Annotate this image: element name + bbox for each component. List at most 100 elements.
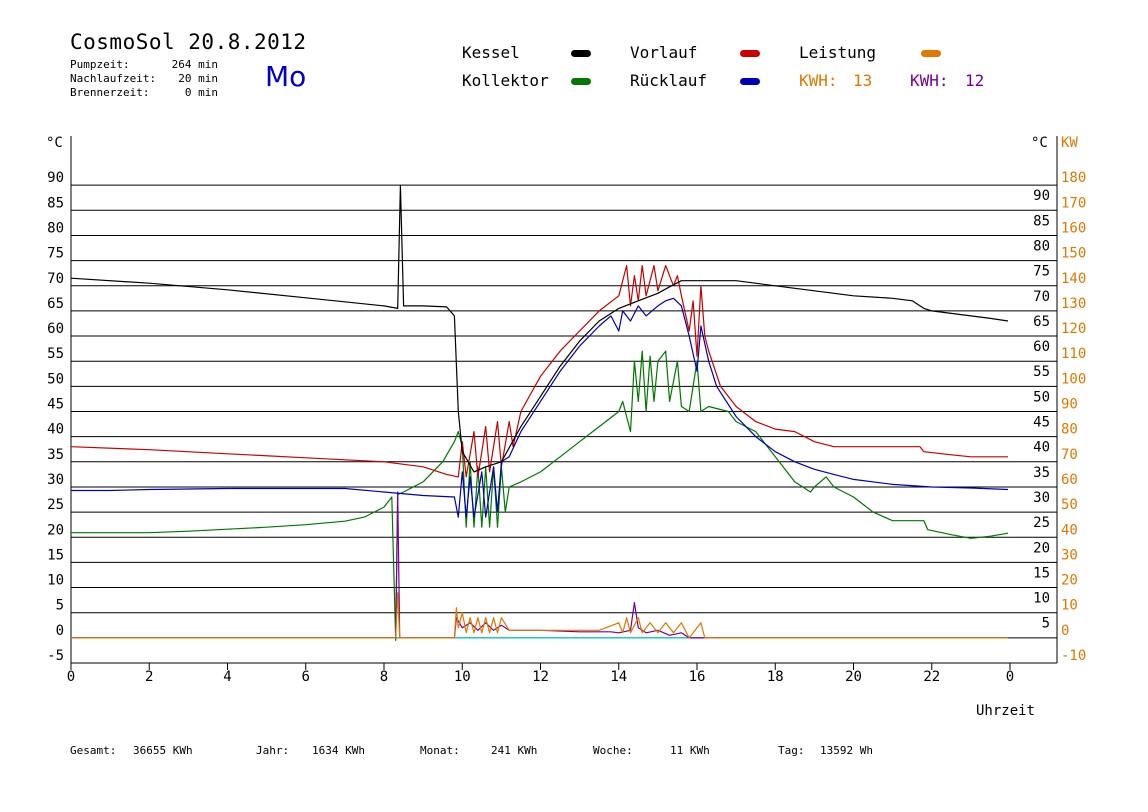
legend-ruecklauf-label: Rücklauf [630, 71, 708, 90]
footer-monat-label: Monat: [420, 744, 460, 757]
weekday-label: Mo [265, 60, 307, 93]
y-tick-label-right-kw: 50 [1061, 497, 1078, 513]
y-tick-label-right-kw: 80 [1061, 422, 1078, 438]
x-tick-label: 4 [223, 669, 231, 685]
series-line-ruecklauf [71, 297, 1009, 518]
y-tick-label-left: 60 [47, 321, 64, 337]
y-tick-label-right-c: 30 [1033, 490, 1050, 506]
y-tick-label-left: 5 [56, 598, 64, 614]
x-tick-label: 0 [67, 669, 75, 685]
x-tick-label: 0 [1006, 669, 1014, 685]
footer-tag-label: Tag: [778, 744, 805, 757]
legend-leistung-swatch [921, 50, 941, 57]
y-tick-label-right-c: 80 [1033, 238, 1050, 254]
y-tick-label-right-kw: 40 [1061, 522, 1078, 538]
y-tick-label-right-kw: 0 [1061, 623, 1069, 639]
x-tick-label: 2 [145, 669, 153, 685]
y-tick-label-left: 55 [47, 346, 64, 362]
series-line-kessel [70, 184, 1009, 473]
pumpzeit-label: Pumpzeit: [70, 58, 130, 71]
y-tick-label-right-kw: 120 [1061, 321, 1086, 337]
y-tick-label-left: 30 [47, 472, 64, 488]
legend-ruecklauf-swatch [740, 78, 760, 85]
y-tick-label-right-c: 75 [1033, 264, 1050, 280]
x-tick-label: 8 [380, 669, 388, 685]
y-tick-label-right-c: 55 [1033, 364, 1050, 380]
legend-vorlauf-swatch [740, 50, 760, 57]
legend-vorlauf-label: Vorlauf [630, 43, 698, 62]
y-tick-label-right-kw: 160 [1061, 220, 1086, 236]
y-tick-label-right-kw: 110 [1061, 346, 1086, 362]
y-tick-label-left: 90 [47, 170, 64, 186]
footer-jahr-value: 1634 KWh [312, 744, 365, 757]
y-tick-label-right-c: 25 [1033, 515, 1050, 531]
y-tick-label-right-c: 85 [1033, 213, 1050, 229]
y-tick-label-left: 25 [47, 497, 64, 513]
y-tick-label-left: 10 [47, 573, 64, 589]
footer-woche-label: Woche: [593, 744, 633, 757]
y-tick-label-right-c: 50 [1033, 389, 1050, 405]
legend-kessel-swatch [571, 50, 591, 57]
y-tick-label-right-c: 70 [1033, 289, 1050, 305]
y-tick-label-left: 45 [47, 397, 64, 413]
y-tick-label-right-c: 45 [1033, 415, 1050, 431]
y-tick-label-right-kw: -10 [1061, 648, 1086, 664]
legend-kessel-label: Kessel [462, 43, 520, 62]
series-line-kollektor [71, 350, 1009, 641]
y-tick-label-left: 20 [47, 522, 64, 538]
y-tick-label-left: 85 [47, 195, 64, 211]
footer-monat-value: 241 KWh [491, 744, 538, 757]
y-tick-label-left: 75 [47, 246, 64, 262]
y-tick-label-right-kw: 100 [1061, 371, 1086, 387]
y-axis-unit-right-c: °C [1031, 135, 1048, 151]
nachlaufzeit-label: Nachlaufzeit: [70, 72, 157, 85]
x-tick-label: 18 [767, 669, 784, 685]
y-tick-label-right-c: 60 [1033, 339, 1050, 355]
pumpzeit-value: 264 min [171, 58, 218, 71]
y-tick-label-right-kw: 60 [1061, 472, 1078, 488]
legend-leistung-label: Leistung [799, 43, 877, 62]
y-tick-label-right-kw: 90 [1061, 397, 1078, 413]
y-tick-label-left: 70 [47, 271, 64, 287]
y-tick-label-right-kw: 30 [1061, 547, 1078, 563]
y-tick-label-right-kw: 180 [1061, 170, 1086, 186]
y-tick-label-right-c: 90 [1033, 188, 1050, 204]
y-tick-label-right-kw: 170 [1061, 195, 1086, 211]
y-tick-label-right-c: 5 [1042, 616, 1050, 632]
y-axis-unit-right-kw: KW [1061, 135, 1078, 151]
footer-jahr-label: Jahr: [256, 744, 290, 757]
y-tick-label-right-c: 40 [1033, 440, 1050, 456]
x-tick-label: 14 [610, 669, 627, 685]
x-tick-label: 12 [532, 669, 549, 685]
legend-kwh2-value: 12 [965, 71, 985, 90]
y-axis-unit-left: °C [46, 135, 63, 151]
footer-gesamt-value: 36655 KWh [133, 744, 193, 757]
y-tick-label-right-kw: 10 [1061, 598, 1078, 614]
y-tick-label-left: 65 [47, 296, 64, 312]
series-line-vorlauf [70, 265, 1008, 478]
nachlaufzeit-value: 20 min [178, 72, 218, 85]
y-tick-label-right-kw: 70 [1061, 447, 1078, 463]
y-tick-label-left: -5 [47, 648, 64, 664]
y-tick-label-left: 40 [47, 422, 64, 438]
legend-kwh1-value: 13 [853, 71, 873, 90]
brennerzeit-label: Brennerzeit: [70, 86, 150, 99]
y-tick-label-left: 15 [47, 547, 64, 563]
y-tick-label-right-kw: 20 [1061, 573, 1078, 589]
y-tick-label-right-kw: 150 [1061, 246, 1086, 262]
y-tick-label-left: 35 [47, 447, 64, 463]
legend-kwh2-label: KWH: [910, 71, 949, 90]
y-tick-label-right-c: 10 [1033, 591, 1050, 607]
y-tick-label-right-c: 35 [1033, 465, 1050, 481]
series-line-5 [71, 491, 1008, 639]
y-tick-label-right-c: 15 [1033, 565, 1050, 581]
brennerzeit-value: 0 min [184, 86, 218, 99]
y-tick-label-right-kw: 130 [1061, 296, 1086, 312]
legend-kwh1-label: KWH: [799, 71, 838, 90]
footer-gesamt-label: Gesamt: [70, 744, 117, 757]
y-tick-label-right-kw: 140 [1061, 271, 1086, 287]
chart-title: CosmoSol 20.8.2012 [70, 30, 307, 54]
legend-kollektor-label: Kollektor [462, 71, 549, 90]
x-tick-label: 20 [845, 669, 862, 685]
